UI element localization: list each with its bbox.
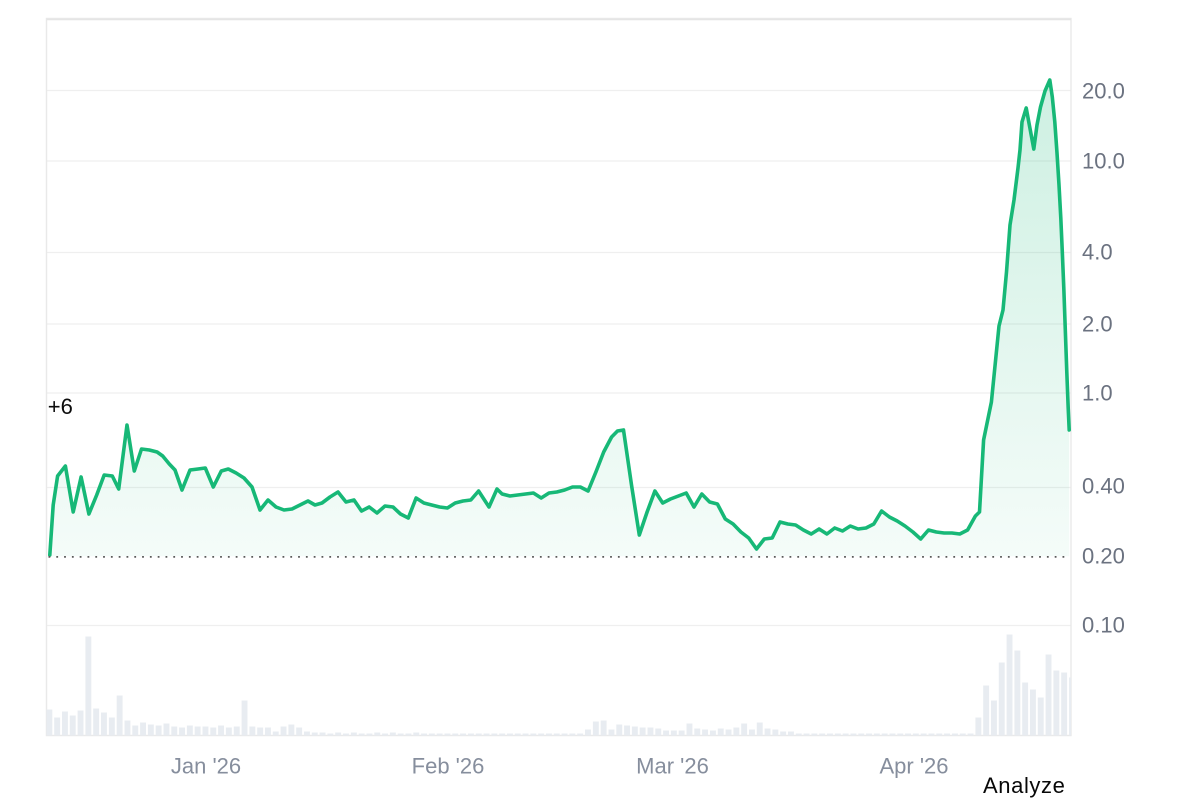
svg-text:Jan '26: Jan '26 bbox=[171, 754, 241, 779]
svg-text:10.0: 10.0 bbox=[1082, 149, 1125, 174]
svg-text:2.0: 2.0 bbox=[1082, 312, 1113, 337]
svg-text:4.0: 4.0 bbox=[1082, 240, 1113, 265]
svg-text:20.0: 20.0 bbox=[1082, 79, 1125, 104]
svg-text:Feb '26: Feb '26 bbox=[412, 754, 485, 779]
svg-text:0.10: 0.10 bbox=[1082, 613, 1125, 638]
svg-text:0.40: 0.40 bbox=[1082, 474, 1125, 499]
svg-text:Analyze: Analyze bbox=[983, 773, 1065, 798]
svg-text:Mar '26: Mar '26 bbox=[636, 754, 709, 779]
svg-text:Apr '26: Apr '26 bbox=[879, 754, 948, 779]
svg-text:+6: +6 bbox=[48, 394, 73, 419]
svg-text:1.0: 1.0 bbox=[1082, 381, 1113, 406]
svg-text:0.20: 0.20 bbox=[1082, 544, 1125, 569]
